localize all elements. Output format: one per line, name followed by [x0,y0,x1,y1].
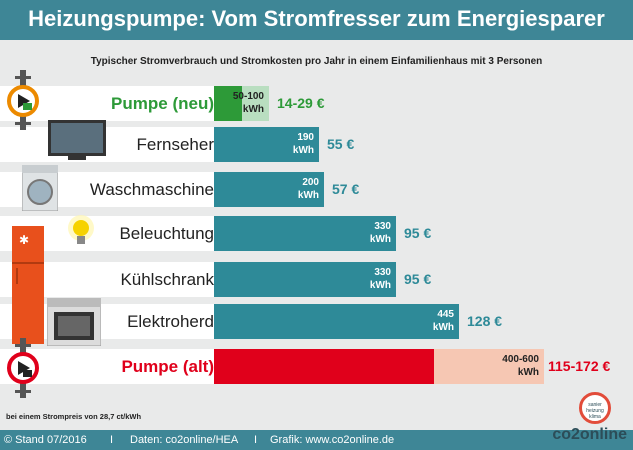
bar-value: 200 [302,177,319,188]
bar-unit: kWh [517,367,539,378]
cost-label: 128 € [467,313,503,329]
cost-label: 57 € [332,181,360,197]
bar-min [214,349,434,384]
bar [214,127,319,162]
bar-unit: kWh [369,234,391,245]
footer-graphic-link[interactable]: Grafik: www.co2online.de [270,434,395,446]
light-bulb-icon [68,215,94,244]
row-background [0,127,214,162]
bar-unit: kWh [292,145,314,156]
bar-range [434,349,544,384]
header-banner: Heizungspumpe: Vom Stromfresser zum Ener… [0,0,633,40]
bar-value: 445 [437,309,454,320]
bar-value: 50-100 [232,91,264,102]
bar-value: 400-600 [502,354,539,365]
category-label: Pumpe (alt) [121,357,214,376]
brand-badge: sanier heizung klima [579,392,611,424]
bar-value-label: 445 kWh [433,308,454,334]
footer-data-source: Daten: co2online/HEA [130,434,239,446]
bar-value-label: 50-100 kWh [233,90,264,116]
category-label: Beleuchtung [119,224,214,243]
bar-unit: kWh [369,280,391,291]
tv-icon [48,120,106,160]
bar-min [214,86,242,121]
co2online-logo: co2online [552,426,627,443]
bar-unit: kWh [242,104,264,115]
footer-bar: © Stand 07/2016 I Daten: co2online/HEA I… [0,430,633,450]
fridge-icon: ✱ [12,226,44,344]
cost-label: 115-172 € [548,358,611,374]
svg-text:✱: ✱ [19,233,29,247]
category-label: Elektroherd [127,312,214,331]
cost-label: 55 € [327,136,355,152]
pump-new-icon [7,70,39,130]
bar-value: 190 [297,132,314,143]
footer-separator: I [110,434,114,446]
bar-unit: kWh [432,322,454,333]
cost-label: 14-29 € [277,95,325,111]
bar [214,216,396,251]
chart-subtitle: Typischer Stromverbrauch und Stromkosten… [90,56,543,67]
cost-label: 95 € [404,271,432,287]
bar-value-label: 190 kWh [293,131,314,157]
bar [214,304,459,339]
bar-range [242,86,269,121]
bar-value-label: 200 kWh [298,176,319,202]
pump-old-icon [7,338,39,398]
page-title: Heizungspumpe: Vom Stromfresser zum Ener… [28,6,605,31]
category-label: Kühlschrank [120,270,214,289]
category-label: Waschmaschine [89,180,214,199]
brand-badge-text: sanier heizung klima [586,402,604,420]
bar-value: 330 [374,221,391,232]
footer-stand: © Stand 07/2016 [4,434,87,446]
category-label: Pumpe (neu) [111,94,214,113]
washing-machine-icon [22,165,58,211]
category-label: Fernseher [136,135,214,154]
bar [214,172,324,207]
footer-separator: I [254,434,258,446]
stove-icon [47,298,101,346]
bar-value: 330 [374,267,391,278]
bar-value-label: 330 kWh [370,220,391,246]
bar [214,262,396,297]
bar-value-label: 330 kWh [370,266,391,292]
bar-unit: kWh [297,190,319,201]
bar-value-label: 400-600 kWh [502,353,539,379]
cost-label: 95 € [404,225,432,241]
footnote: bei einem Strompreis von 28,7 ct/kWh [6,412,142,421]
